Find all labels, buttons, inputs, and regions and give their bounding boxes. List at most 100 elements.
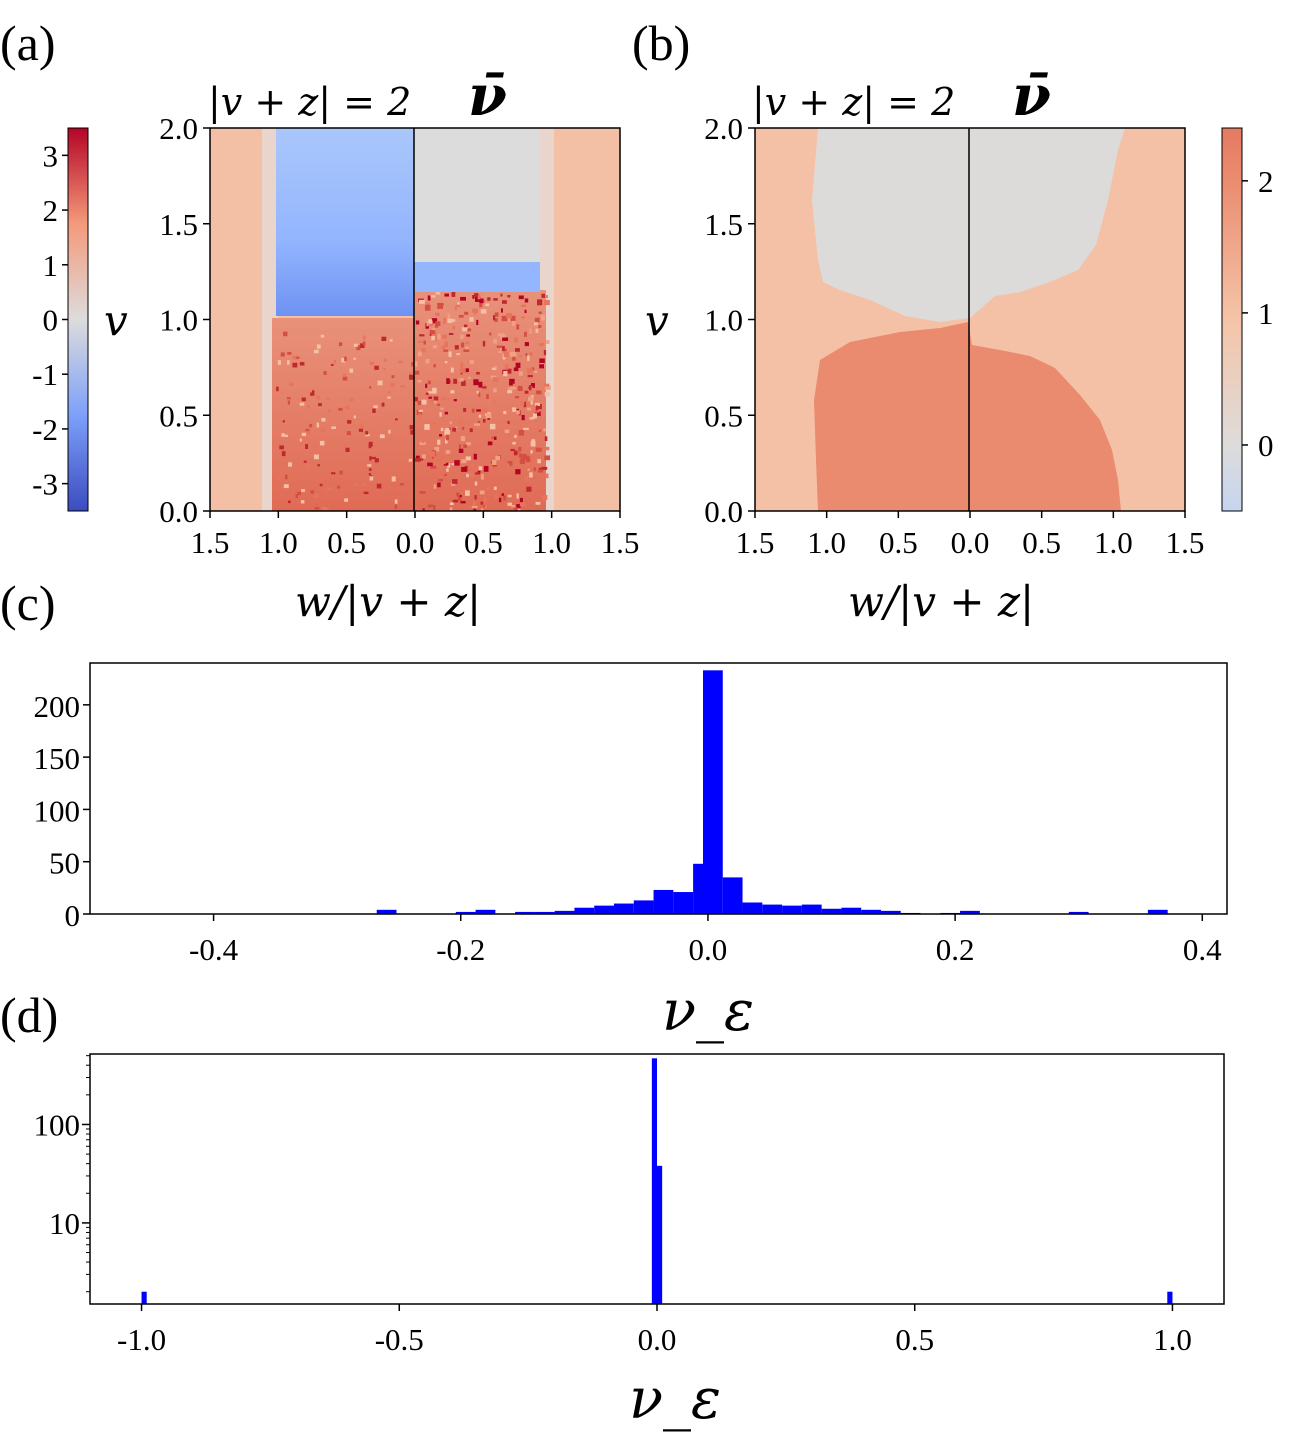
- heatmap-a-noise-cell: [331, 426, 336, 429]
- heatmap-a-noise-cell: [316, 395, 320, 400]
- heatmap-a-noise-cell: [498, 497, 502, 503]
- heatmap-a-noise-cell: [524, 455, 529, 461]
- heatmap-a-noise-cell: [544, 446, 550, 451]
- heatmap-a-noise-cell: [474, 481, 478, 486]
- heatmap-a-noise-cell: [493, 338, 497, 344]
- heatmap-a-noise-cell: [533, 322, 538, 326]
- heatmap-a-xtick-label: 1.0: [532, 525, 571, 560]
- heatmap-a-noise-cell: [479, 298, 484, 304]
- heatmap-a-noise-cell: [424, 438, 431, 443]
- heatmap-a-noise-cell: [327, 459, 333, 462]
- heatmap-a-noise-cell: [518, 371, 523, 376]
- heatmap-a-noise-cell: [437, 302, 444, 309]
- heatmap-a-noise-cell: [276, 476, 281, 481]
- heatmap-a-noise-cell: [452, 500, 458, 503]
- heatmap-a-noise-cell: [296, 356, 300, 359]
- heatmap-a-noise-cell: [411, 362, 415, 367]
- heatmap-a-noise-cell: [476, 372, 480, 375]
- colorbar-b-tick-label: 1: [1258, 296, 1274, 331]
- heatmap-a-noise-cell: [519, 502, 526, 507]
- heatmap-a-noise-cell: [498, 350, 502, 353]
- heatmap-a-noise-cell: [518, 447, 522, 452]
- panel-b-title: |v + z| = 2: [752, 80, 955, 124]
- heatmap-a-noise-cell: [433, 338, 438, 341]
- heatmap-a-noise-cell: [444, 473, 448, 477]
- histogram-c-xtick-label: 0.0: [689, 932, 728, 967]
- heatmap-a-noise-cell: [318, 443, 322, 446]
- colorbar-a-tick-label: 2: [43, 193, 59, 228]
- heatmap-a-noise-cell: [369, 456, 372, 461]
- heatmap-a-noise-cell: [358, 428, 363, 432]
- heatmap-a-noise-cell: [538, 343, 544, 346]
- heatmap-a-noise-cell: [427, 462, 433, 467]
- histogram-c-xtick-label: -0.4: [189, 932, 239, 967]
- heatmap-a-noise-cell: [437, 482, 441, 488]
- colorbar-a-tick-label: -1: [32, 357, 58, 392]
- panel-a-label: (a): [0, 15, 56, 71]
- colorbar-a-ticks: 3 2 1 0 -1 -2 -3: [32, 138, 68, 502]
- histogram-d-bar: [141, 1291, 147, 1304]
- heatmap-a-noise-cell: [460, 362, 464, 368]
- heatmap-a-noise-cell: [523, 401, 527, 408]
- heatmap-a-noise-cell: [472, 501, 476, 505]
- heatmap-a-noise-cell: [433, 484, 437, 489]
- heatmap-a-noise-cell: [326, 397, 331, 400]
- heatmap-a-noise-cell: [445, 427, 450, 433]
- heatmap-a-noise-cell: [305, 444, 309, 449]
- heatmap-b-axes: 1.5 1.0 0.5 0.0 0.5 1.0 1.50.00.51.01.52.0: [704, 111, 1204, 560]
- heatmap-a-noise-cell: [428, 396, 433, 399]
- heatmap-a-noise-cell: [430, 465, 437, 469]
- panel-b-nu-bar: ν̄: [1012, 63, 1051, 129]
- heatmap-a-noise-cell: [535, 447, 542, 452]
- heatmap-a-upper-right-zero: [414, 128, 540, 280]
- heatmap-a-noise-cell: [454, 306, 457, 310]
- histogram-c-bar: [673, 892, 694, 914]
- histogram-c: -0.4 -0.2 0.0 0.2 0.4 0 50 100 150 200 ν_ε: [34, 662, 1228, 1044]
- heatmap-a-noise-cell: [539, 364, 544, 369]
- heatmap-a-noise-cell: [544, 436, 548, 441]
- heatmap-a-noise-cell: [284, 474, 288, 480]
- heatmap-a-noise-cell: [530, 450, 533, 454]
- heatmap-a-noise-cell: [433, 504, 436, 511]
- heatmap-a-noise-cell: [313, 349, 319, 354]
- histogram-c-bar: [782, 905, 802, 914]
- colorbar-a-tick-label: -3: [32, 467, 58, 502]
- heatmap-a-noise-cell: [305, 428, 310, 432]
- heatmap-a-noise-cell: [507, 294, 511, 298]
- heatmap-a-noise-cell: [285, 434, 288, 438]
- heatmap-a-noise-cell: [410, 430, 414, 435]
- heatmap-a-noise-cell: [374, 458, 379, 463]
- heatmap-a-noise-cell: [430, 422, 436, 427]
- heatmap-a-noise-cell: [319, 440, 325, 446]
- colorbar-b-ticks: 2 1 0: [1242, 164, 1274, 463]
- heatmap-a-noise-cell: [324, 507, 329, 511]
- heatmap-a-noise-cell: [502, 337, 509, 341]
- panel-b-label: (b): [632, 15, 690, 71]
- heatmap-a-noise-cell: [524, 390, 529, 394]
- heatmap-b: [755, 128, 1185, 511]
- heatmap-a-noise-cell: [471, 408, 475, 413]
- heatmap-a-noise-cell: [460, 296, 466, 301]
- heatmap-a-noise-cell: [445, 450, 451, 454]
- heatmap-a-noise-cell: [423, 340, 427, 345]
- heatmap-a-noise-cell: [486, 463, 493, 470]
- heatmap-a-noise-cell: [519, 459, 525, 464]
- heatmap-b-xtick-label: 1.5: [1166, 525, 1205, 560]
- heatmap-a-noise-cell: [513, 507, 518, 511]
- heatmap-a-noise-cell: [471, 505, 478, 509]
- heatmap-a-noise-cell: [536, 390, 542, 395]
- heatmap-a-noise-cell: [525, 353, 528, 357]
- heatmap-a-noise-cell: [529, 472, 533, 478]
- histogram-c-bar: [574, 907, 595, 914]
- heatmap-a-noise-cell: [416, 409, 423, 415]
- heatmap-a-noise-cell: [526, 368, 533, 374]
- heatmap-a-noise-cell: [277, 360, 281, 365]
- heatmap-a-noise-cell: [383, 358, 387, 362]
- heatmap-a-noise-cell: [505, 317, 511, 322]
- heatmap-a-noise-cell: [433, 424, 439, 427]
- heatmap-a-noise-cell: [301, 489, 305, 493]
- heatmap-a-noise-cell: [300, 500, 305, 504]
- heatmap-a-noise-cell: [543, 428, 547, 432]
- heatmap-a-noise-cell: [469, 317, 474, 322]
- heatmap-a-noise-cell: [299, 402, 305, 406]
